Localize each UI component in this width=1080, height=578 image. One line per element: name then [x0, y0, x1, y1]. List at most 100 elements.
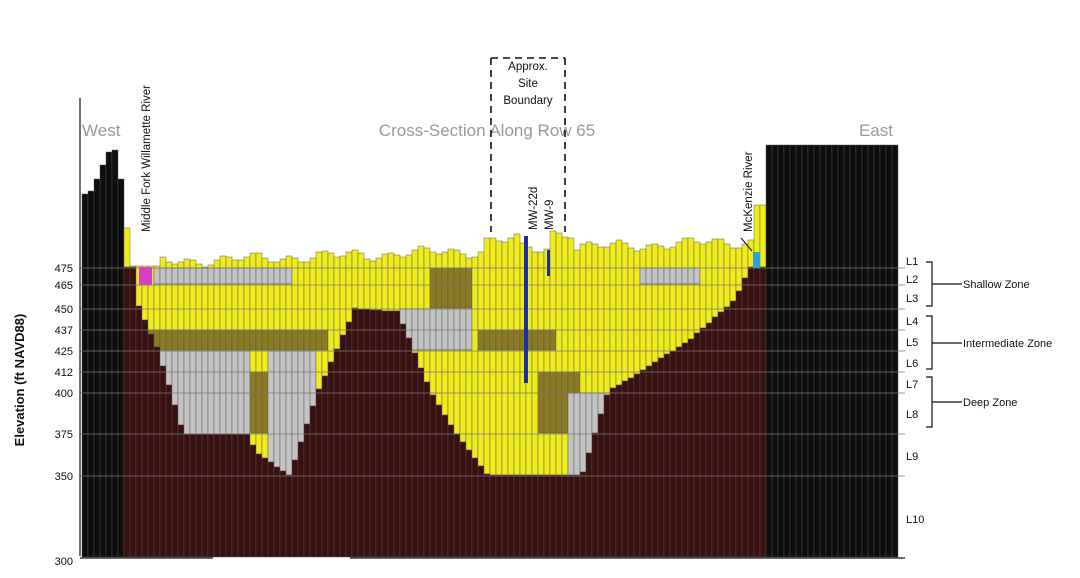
model-cell	[441, 349, 449, 416]
model-cell	[189, 433, 197, 558]
model-cell	[327, 252, 335, 363]
model-cell	[189, 283, 197, 331]
model-cell	[423, 308, 431, 351]
model-cell	[237, 433, 245, 558]
model-cell	[717, 238, 725, 313]
site-boundary-marker: Approx. Site Boundary	[490, 57, 566, 232]
model-cell	[375, 257, 383, 311]
y-tick: 400	[55, 388, 73, 400]
model-cell	[435, 267, 443, 309]
model-cell	[411, 349, 419, 354]
model-cell	[459, 441, 467, 558]
model-cell	[525, 474, 533, 558]
model-cell	[261, 457, 269, 558]
river-label-east: McKenzie River	[743, 151, 755, 232]
model-cell	[183, 433, 191, 558]
model-cell	[543, 371, 551, 434]
model-cell	[417, 367, 425, 558]
model-cell	[201, 267, 209, 285]
y-tick: 437	[55, 325, 73, 337]
model-cell	[657, 267, 665, 285]
well-label-mw-9: MW-9	[544, 200, 556, 230]
model-cell	[297, 441, 305, 558]
model-cell	[441, 308, 449, 351]
model-cell	[477, 329, 485, 351]
model-cell	[177, 267, 185, 285]
model-cell	[507, 474, 515, 558]
model-cell	[423, 349, 431, 383]
model-cell	[693, 267, 701, 285]
model-cell	[429, 308, 437, 351]
model-cell	[189, 267, 197, 285]
model-cell	[465, 349, 473, 451]
model-cell	[111, 149, 119, 558]
model-cell	[603, 246, 611, 394]
layer-label-l4: L4	[906, 316, 918, 328]
model-cell	[399, 256, 407, 310]
model-cell	[129, 266, 137, 558]
model-cell	[159, 350, 167, 367]
model-cell	[663, 283, 671, 355]
model-cell	[165, 384, 173, 558]
model-cell	[471, 256, 479, 459]
model-cell	[687, 237, 695, 269]
model-cell	[543, 474, 551, 558]
model-cell	[195, 329, 203, 351]
model-cell	[753, 266, 761, 558]
model-cell	[219, 255, 227, 269]
model-cell	[201, 329, 209, 351]
model-cell	[195, 433, 203, 558]
model-cell	[261, 371, 269, 434]
model-cell	[681, 237, 689, 269]
model-cell	[387, 252, 395, 312]
model-cell	[561, 474, 569, 558]
model-cell	[585, 392, 593, 454]
model-cell	[291, 257, 299, 331]
model-cell	[225, 433, 233, 558]
model-cell	[423, 247, 431, 310]
model-cell	[345, 251, 353, 323]
model-cell	[471, 457, 479, 558]
model-cell	[189, 329, 197, 351]
model-cell	[243, 350, 251, 435]
model-cell	[87, 190, 95, 558]
model-cell	[405, 337, 413, 558]
model-cell	[297, 261, 305, 331]
well-mw-9	[547, 250, 550, 276]
model-cell	[483, 237, 491, 331]
model-cell	[183, 329, 191, 351]
model-cell	[213, 259, 221, 269]
model-cell	[207, 264, 215, 269]
model-cell	[609, 242, 617, 389]
model-cell	[537, 474, 545, 558]
model-cell	[123, 227, 131, 268]
model-cell	[555, 432, 563, 476]
model-cell	[261, 432, 269, 459]
model-cell	[207, 267, 215, 285]
model-cell	[267, 350, 275, 463]
model-cell	[693, 283, 701, 334]
model-cell	[543, 349, 551, 373]
model-cell	[231, 283, 239, 331]
model-cell	[219, 350, 227, 435]
model-cell	[459, 308, 467, 351]
model-cell	[207, 350, 215, 435]
model-cell	[747, 266, 755, 558]
model-cell	[597, 392, 605, 415]
model-cell	[357, 252, 365, 310]
model-cell	[303, 350, 311, 425]
model-cell	[651, 361, 659, 558]
model-cell	[249, 371, 257, 434]
model-cell	[219, 267, 227, 285]
model-cell	[459, 349, 467, 443]
model-cell	[285, 350, 293, 476]
model-cell	[273, 350, 281, 468]
model-cell	[195, 263, 203, 269]
model-cell	[213, 267, 221, 285]
layer-label-l6: L6	[906, 358, 918, 370]
model-cell	[159, 283, 167, 331]
model-cell	[165, 283, 173, 331]
model-cell	[507, 237, 515, 331]
model-cell	[675, 241, 683, 269]
model-cell	[141, 319, 149, 558]
